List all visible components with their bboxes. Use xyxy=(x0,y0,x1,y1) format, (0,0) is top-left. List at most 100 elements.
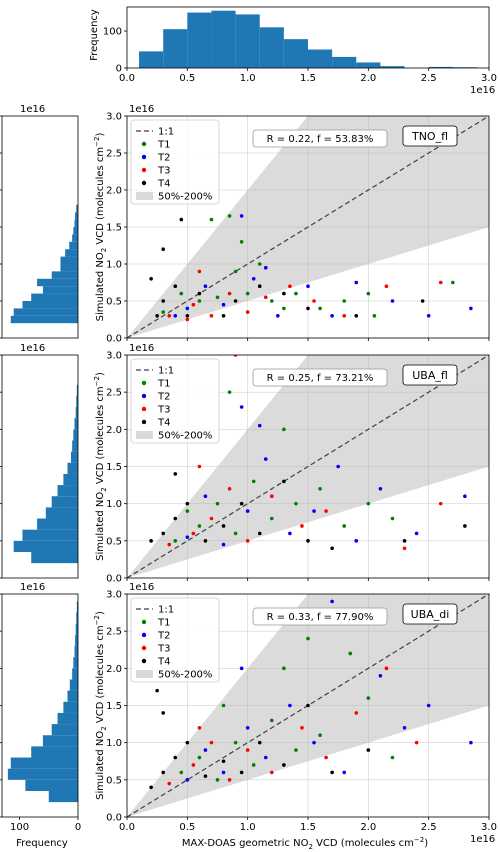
data-point-T2 xyxy=(221,770,226,775)
data-point-T2 xyxy=(426,314,431,318)
data-point-T3 xyxy=(438,280,443,285)
x-tick-label: 1.0 xyxy=(240,822,256,833)
data-point-T3 xyxy=(227,487,232,491)
panel-label-frame xyxy=(402,364,458,386)
data-point-T1 xyxy=(245,291,250,296)
top-hist-bar xyxy=(259,27,284,68)
data-point-T2 xyxy=(185,306,190,311)
side-hist-bar xyxy=(74,646,78,658)
side-hist-bar xyxy=(63,701,78,713)
y-tick-label: 2.0 xyxy=(106,425,122,436)
y-axis-label: Simulated NO2 VCD (molecules cm−2) xyxy=(93,611,108,800)
data-point-T1 xyxy=(318,306,322,311)
side-hist-bar xyxy=(31,551,78,564)
data-point-T2 xyxy=(239,214,244,218)
data-point-T4 xyxy=(221,759,226,764)
panel-label-text: UBA_di xyxy=(411,608,450,621)
data-point-T2 xyxy=(263,755,268,760)
data-point-T1 xyxy=(342,299,347,303)
x-axis-label: MAX-DOAS geometric NO2 VCD (molecules cm… xyxy=(182,836,428,851)
data-point-T3 xyxy=(384,284,389,289)
legend: 1:1 T1 T2 T3 T4 50%-200% xyxy=(130,119,220,205)
svg-text:MAX-DOAS geometric NO2 VCD (mo: MAX-DOAS geometric NO2 VCD (molecules cm… xyxy=(182,836,428,851)
side-hist-bar xyxy=(51,496,78,508)
side-hist-bar xyxy=(57,712,78,725)
side-hist-bar xyxy=(76,395,78,408)
data-point-T1 xyxy=(451,280,455,285)
data-point-T2 xyxy=(203,494,208,499)
data-point-T1 xyxy=(306,636,310,641)
data-point-T3 xyxy=(270,494,274,499)
side-hist-bar xyxy=(70,451,78,463)
data-point-T2 xyxy=(312,509,316,513)
data-point-T3 xyxy=(167,781,172,786)
side-hist-bar xyxy=(76,204,78,213)
side-hist-bar xyxy=(72,234,78,242)
data-point-T2 xyxy=(354,280,359,285)
side-hist-bar xyxy=(75,634,78,647)
panel-label: UBA_fl xyxy=(402,364,458,386)
data-point-T1 xyxy=(215,778,220,782)
data-point-T3 xyxy=(312,299,316,303)
data-point-T3 xyxy=(197,726,202,730)
side-hist-bar xyxy=(76,601,78,613)
top-hist-xtick-label: 1.5 xyxy=(300,73,316,84)
data-point-T1 xyxy=(233,531,238,536)
side-hist-bar xyxy=(60,256,78,264)
data-point-T3 xyxy=(324,755,328,760)
data-point-T2 xyxy=(263,265,268,270)
data-point-T1 xyxy=(197,299,202,303)
side-hist-bar xyxy=(48,790,78,803)
stats-text: R = 0.25, f = 73.21% xyxy=(267,373,374,384)
y-tick-label: 1.0 xyxy=(106,499,122,510)
stats-frame xyxy=(252,607,388,626)
data-point-T3 xyxy=(209,516,214,521)
top-hist-xtick-label: 3.0 xyxy=(481,73,497,84)
side-histograms: 1e16 1e16 1e16 100 0 xyxy=(0,104,81,833)
data-point-T2 xyxy=(263,457,268,461)
side-hist-bar xyxy=(57,485,78,497)
data-point-T4 xyxy=(185,740,190,745)
panel-label-text: UBA_fl xyxy=(412,369,448,382)
y-label-part: −2 xyxy=(93,376,101,386)
data-point-T3 xyxy=(233,355,238,357)
side-hist-bar xyxy=(31,293,78,301)
data-point-T1 xyxy=(227,214,232,218)
data-point-T1 xyxy=(348,651,353,656)
data-point-T4 xyxy=(197,291,202,296)
data-point-T4 xyxy=(155,688,159,693)
data-point-T2 xyxy=(378,673,383,678)
data-point-T4 xyxy=(173,472,178,476)
data-point-T1 xyxy=(270,718,274,723)
legend: 1:1 T1 T2 T3 T4 50%-200% xyxy=(130,358,220,444)
legend-label-1:1: 1:1 xyxy=(158,127,174,138)
data-point-T1 xyxy=(294,501,298,506)
side-hist-bar xyxy=(67,462,78,474)
side-hist-TNO_fl: 1e16 xyxy=(0,104,79,339)
y-label-part: Simulated NO xyxy=(95,492,106,561)
data-point-T3 xyxy=(197,464,202,469)
x-tick-label: 3.0 xyxy=(481,822,497,833)
top-hist-ytick-label: 100 xyxy=(103,27,122,38)
data-point-T4 xyxy=(173,284,178,289)
y-tick-label: 3.0 xyxy=(106,590,122,601)
data-point-T4 xyxy=(221,524,226,528)
top-hist-ytick-label: 0 xyxy=(116,64,122,75)
y-label-part: ) xyxy=(95,611,106,615)
data-point-T3 xyxy=(245,310,250,314)
top-hist-bar xyxy=(187,12,212,68)
y-label-part: VCD (molecules cm xyxy=(95,625,106,726)
side-hist-bar xyxy=(74,418,78,430)
y-tick-label: 2.5 xyxy=(106,627,122,638)
data-point-T3 xyxy=(300,524,304,528)
data-point-T3 xyxy=(324,509,328,513)
data-point-T2 xyxy=(469,306,473,311)
legend-dot-T3 xyxy=(141,167,147,173)
data-point-T4 xyxy=(221,314,226,318)
data-point-T2 xyxy=(185,535,190,539)
top-hist-bar xyxy=(356,62,381,68)
data-point-T3 xyxy=(227,778,232,782)
side-exponent-label: 1e16 xyxy=(20,582,45,593)
data-point-T3 xyxy=(167,542,172,547)
data-point-T2 xyxy=(245,509,250,513)
